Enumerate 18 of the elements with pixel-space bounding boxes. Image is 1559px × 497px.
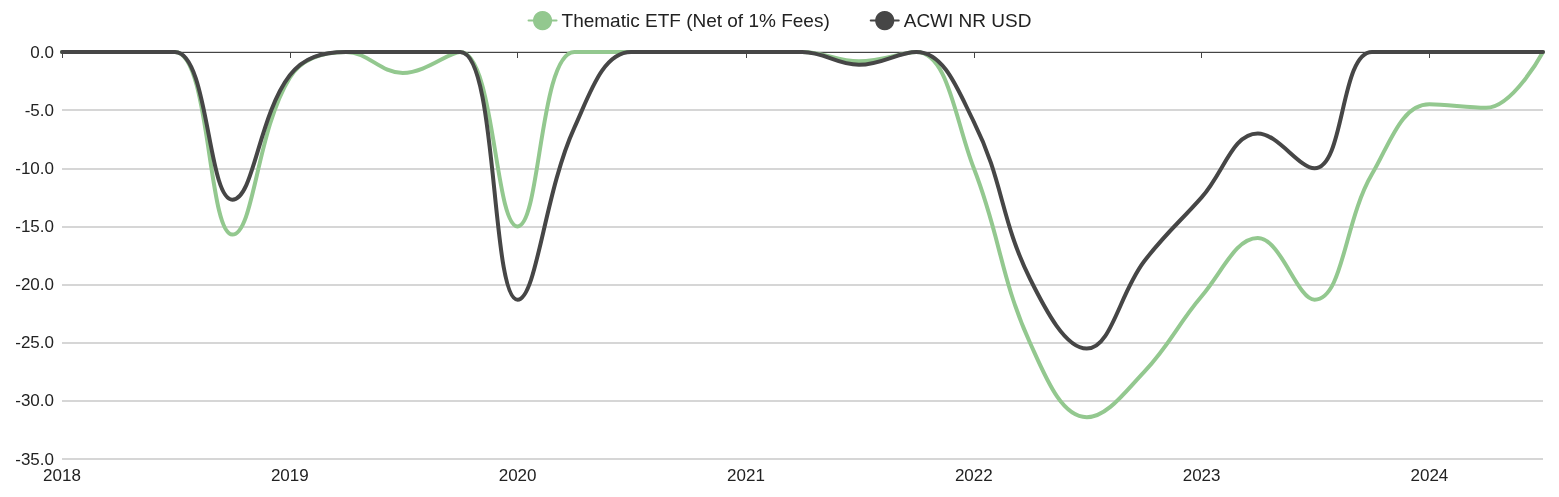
y-tick-label: -25.0	[15, 333, 54, 353]
x-tick-label: 2021	[727, 466, 765, 485]
y-tick-label: 0.0	[30, 42, 54, 62]
legend-label: Thematic ETF (Net of 1% Fees)	[561, 10, 830, 32]
y-tick-label: -20.0	[15, 275, 54, 295]
legend-label: ACWI NR USD	[903, 10, 1032, 32]
x-tick-label: 2018	[43, 466, 81, 485]
x-tick-label: 2023	[1182, 466, 1221, 485]
line-series	[60, 50, 1545, 351]
y-tick-label: -5.0	[24, 100, 54, 120]
y-tick-label: -30.0	[15, 391, 54, 411]
y-tick-label: -10.0	[15, 158, 54, 178]
x-tick-label: 2019	[270, 466, 309, 485]
y-tick-label: -15.0	[15, 216, 54, 236]
x-tick-label: 2020	[498, 466, 537, 485]
x-tick-label: 2022	[954, 466, 993, 485]
y-tick-label: -35.0	[15, 449, 54, 469]
x-tick-label: 2024	[1410, 466, 1449, 485]
